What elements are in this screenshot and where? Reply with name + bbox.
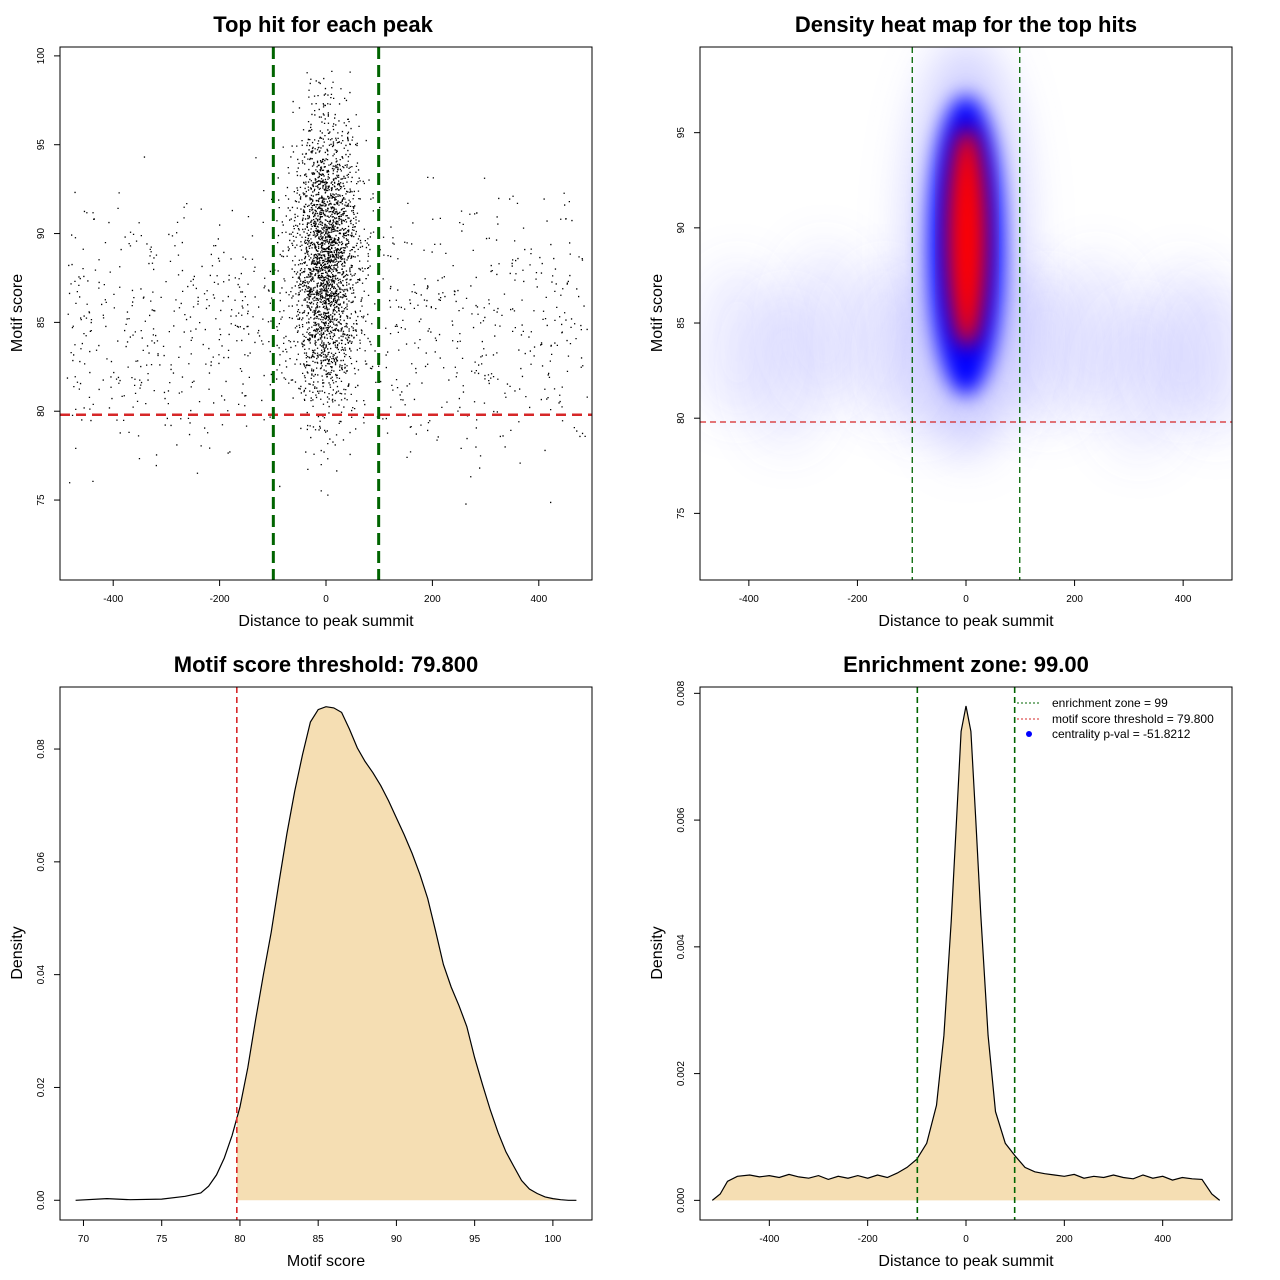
y-tick-label: 0.02 <box>36 1077 47 1097</box>
x-tick-label: 200 <box>1056 1234 1073 1245</box>
heatmap-panel: Density heat map for the top hits -400 -2… <box>649 12 1233 630</box>
heatmap-x-axis-label: Distance to peak summit <box>878 613 1054 630</box>
x-tick-label: 0 <box>963 594 969 605</box>
y-tick-label: 0.004 <box>676 934 687 959</box>
x-tick-label: 80 <box>234 1234 246 1245</box>
y-tick-label: 95 <box>36 139 47 151</box>
enrichment-y-ticks: 0.000 0.002 0.004 0.006 0.008 <box>676 680 700 1213</box>
enrichment-y-axis-label: Density <box>649 926 666 979</box>
scatter-title: Top hit for each peak <box>213 12 433 37</box>
scatter-y-ticks: 75 80 85 90 95 100 <box>36 47 60 506</box>
score-density-curve <box>75 706 577 1201</box>
score-density-y-ticks: 0.00 0.02 0.04 0.06 0.08 <box>36 739 60 1210</box>
heatmap-density <box>700 47 1232 580</box>
x-tick-label: -400 <box>739 594 759 605</box>
enrichment-x-axis-label: Distance to peak summit <box>878 1253 1054 1270</box>
x-tick-label: 200 <box>1066 594 1083 605</box>
scatter-points <box>66 70 588 505</box>
x-tick-label: 200 <box>424 594 441 605</box>
y-tick-label: 90 <box>676 222 687 234</box>
scatter-x-axis-label: Distance to peak summit <box>238 613 414 630</box>
heatmap-x-ticks: -400 -200 0 200 400 <box>739 580 1192 605</box>
y-tick-label: 0.08 <box>36 739 47 759</box>
y-tick-label: 0.00 <box>36 1190 47 1210</box>
y-tick-label: 85 <box>676 317 687 329</box>
heatmap-title: Density heat map for the top hits <box>795 12 1137 37</box>
y-tick-label: 90 <box>36 228 47 240</box>
score-density-y-axis-label: Density <box>9 926 26 979</box>
enrichment-density-line <box>711 705 1221 1201</box>
x-tick-label: 0 <box>323 594 329 605</box>
legend-pval-label: centrality p-val = -51.8212 <box>1052 727 1191 741</box>
x-tick-label: -400 <box>103 594 123 605</box>
x-tick-label: -200 <box>210 594 230 605</box>
y-tick-label: 0.008 <box>676 680 687 705</box>
score-density-fill <box>236 706 577 1201</box>
x-tick-label: 85 <box>313 1234 325 1245</box>
scatter-panel: Top hit for each peak -400 -200 0 200 400 75… <box>9 12 593 630</box>
y-tick-label: 0.000 <box>676 1187 687 1212</box>
x-tick-label: 90 <box>391 1234 403 1245</box>
enrichment-density-curve <box>711 705 1221 1201</box>
y-tick-label: 0.04 <box>36 964 47 984</box>
legend-zone-label: enrichment zone = 99 <box>1052 696 1168 710</box>
scatter-point-cloud <box>66 70 588 505</box>
x-tick-label: 400 <box>1175 594 1192 605</box>
enrichment-zone-lines <box>916 687 1016 1220</box>
enrichment-panel: Enrichment zone: 99.00 -400 -200 0 200 400 0… <box>649 652 1233 1270</box>
enrichment-title: Enrichment zone: 99.00 <box>843 652 1089 677</box>
x-tick-label: 400 <box>530 594 547 605</box>
score-density-panel: Motif score threshold: 79.800 70 75 80 85 90… <box>9 652 593 1270</box>
x-tick-label: 400 <box>1154 1234 1171 1245</box>
y-tick-label: 75 <box>36 494 47 506</box>
heatmap-background-density <box>1170 281 1232 442</box>
scatter-reference-lines <box>60 47 592 580</box>
score-density-x-axis-label: Motif score <box>287 1253 365 1270</box>
score-density-x-ticks: 70 75 80 85 90 95 100 <box>78 1220 562 1245</box>
y-tick-label: 0.002 <box>676 1061 687 1086</box>
y-tick-label: 100 <box>36 47 47 64</box>
score-density-title: Motif score threshold: 79.800 <box>174 652 478 677</box>
x-tick-label: 95 <box>469 1234 481 1245</box>
heatmap-y-ticks: 75 80 85 90 95 <box>676 127 700 519</box>
legend-pval-dot <box>1026 731 1032 737</box>
x-tick-label: -200 <box>847 594 867 605</box>
heatmap-reference-lines <box>700 47 1232 580</box>
x-tick-label: 70 <box>78 1234 90 1245</box>
enrichment-density-fill <box>712 706 1220 1201</box>
x-tick-label: 100 <box>545 1234 562 1245</box>
legend-threshold-label: motif score threshold = 79.800 <box>1052 712 1214 726</box>
y-tick-label: 0.06 <box>36 852 47 872</box>
heatmap-y-axis-label: Motif score <box>649 274 666 352</box>
x-tick-label: -400 <box>759 1234 779 1245</box>
y-tick-label: 75 <box>676 507 687 519</box>
y-tick-label: 80 <box>36 405 47 417</box>
x-tick-label: 0 <box>963 1234 969 1245</box>
enrichment-legend: enrichment zone = 99 motif score thresho… <box>1017 696 1214 741</box>
score-density-plot-frame <box>59 686 593 1221</box>
scatter-y-axis-label: Motif score <box>9 274 26 352</box>
y-tick-label: 0.006 <box>676 807 687 832</box>
score-density-line <box>75 706 577 1201</box>
heatmap-hotspot <box>947 127 987 348</box>
y-tick-label: 95 <box>676 127 687 139</box>
scatter-x-ticks: -400 -200 0 200 400 <box>103 580 548 605</box>
x-tick-label: 75 <box>156 1234 168 1245</box>
enrichment-x-ticks: -400 -200 0 200 400 <box>759 1220 1171 1245</box>
x-tick-label: -200 <box>858 1234 878 1245</box>
y-tick-label: 80 <box>676 412 687 424</box>
y-tick-label: 85 <box>36 316 47 328</box>
